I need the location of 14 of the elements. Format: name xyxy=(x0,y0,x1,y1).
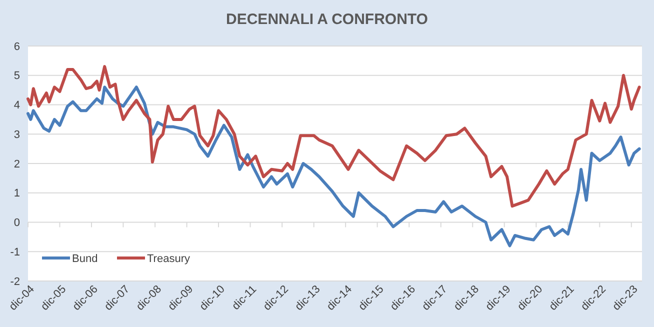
line-series xyxy=(26,86,641,248)
y-tick-label: 5 xyxy=(14,70,20,82)
y-tick-label: 1 xyxy=(14,188,20,200)
y-tick-label: -2 xyxy=(10,276,20,288)
y-tick-label: 4 xyxy=(14,100,20,112)
line-series xyxy=(26,65,641,208)
chart-title: DECENNALI A CONFRONTO xyxy=(226,11,428,28)
y-tick-label: 6 xyxy=(14,40,20,53)
legend-label: Bund xyxy=(72,252,98,265)
legend-label: Treasury xyxy=(147,252,190,265)
y-tick-label: 3 xyxy=(14,128,20,141)
y-tick-label: 0 xyxy=(14,217,20,230)
y-tick-label: -1 xyxy=(10,246,20,258)
y-tick-label: 2 xyxy=(14,158,20,170)
